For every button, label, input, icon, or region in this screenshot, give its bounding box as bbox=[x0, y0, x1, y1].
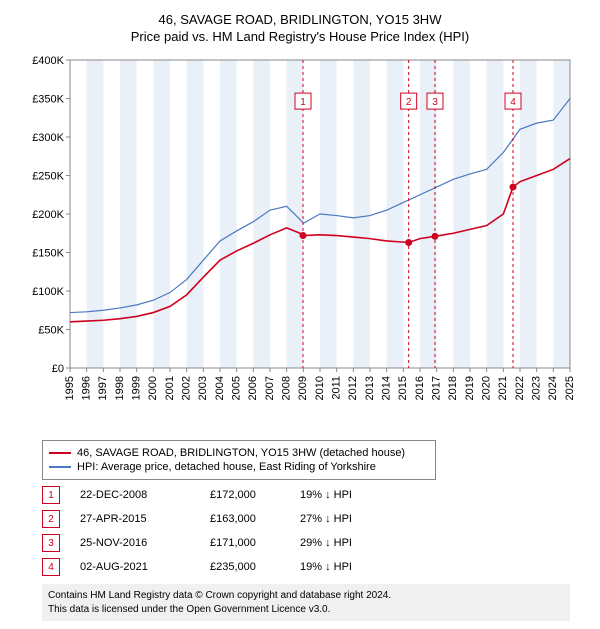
footer-line: Contains HM Land Registry data © Crown c… bbox=[48, 589, 564, 603]
table-row: 2 27-APR-2015 £163,000 27% ↓ HPI bbox=[42, 510, 592, 528]
sale-date: 25-NOV-2016 bbox=[80, 537, 190, 549]
svg-text:£200K: £200K bbox=[32, 209, 64, 221]
sale-delta: 19% ↓ HPI bbox=[300, 489, 390, 501]
table-row: 1 22-DEC-2008 £172,000 19% ↓ HPI bbox=[42, 486, 592, 504]
table-row: 3 25-NOV-2016 £171,000 29% ↓ HPI bbox=[42, 534, 592, 552]
svg-text:2008: 2008 bbox=[281, 376, 293, 400]
chart: £0 £50K £100K £150K £200K £250K £300K £350K £400… bbox=[20, 50, 580, 430]
footer: Contains HM Land Registry data © Crown c… bbox=[42, 584, 570, 621]
svg-text:2016: 2016 bbox=[414, 376, 426, 400]
chart-svg: £0 £50K £100K £150K £200K £250K £300K £350K £400… bbox=[20, 50, 580, 430]
sale-delta: 19% ↓ HPI bbox=[300, 561, 390, 573]
legend-swatch bbox=[49, 452, 71, 454]
sale-date: 02-AUG-2021 bbox=[80, 561, 190, 573]
sale-marker-icon: 4 bbox=[42, 558, 60, 576]
svg-text:2003: 2003 bbox=[197, 376, 209, 400]
svg-text:2002: 2002 bbox=[181, 376, 193, 400]
svg-text:£0: £0 bbox=[52, 363, 64, 375]
sale-date: 27-APR-2015 bbox=[80, 513, 190, 525]
svg-text:3: 3 bbox=[432, 97, 438, 108]
svg-text:1996: 1996 bbox=[81, 376, 93, 400]
svg-text:2001: 2001 bbox=[164, 376, 176, 400]
sale-marker-icon: 3 bbox=[42, 534, 60, 552]
svg-text:2019: 2019 bbox=[464, 376, 476, 400]
svg-text:2007: 2007 bbox=[264, 376, 276, 400]
svg-text:2012: 2012 bbox=[347, 376, 359, 400]
svg-text:4: 4 bbox=[510, 97, 516, 108]
legend-label: HPI: Average price, detached house, East… bbox=[77, 461, 376, 473]
legend-label: 46, SAVAGE ROAD, BRIDLINGTON, YO15 3HW (… bbox=[77, 447, 405, 459]
svg-text:1997: 1997 bbox=[97, 376, 109, 400]
sale-price: £235,000 bbox=[210, 561, 280, 573]
svg-text:2017: 2017 bbox=[431, 376, 443, 400]
sales-table: 1 22-DEC-2008 £172,000 19% ↓ HPI 2 27-AP… bbox=[42, 486, 592, 576]
svg-text:1998: 1998 bbox=[114, 376, 126, 400]
table-row: 4 02-AUG-2021 £235,000 19% ↓ HPI bbox=[42, 558, 592, 576]
legend-item: 46, SAVAGE ROAD, BRIDLINGTON, YO15 3HW (… bbox=[49, 447, 429, 459]
sale-date: 22-DEC-2008 bbox=[80, 489, 190, 501]
svg-text:2023: 2023 bbox=[531, 376, 543, 400]
svg-text:£100K: £100K bbox=[32, 286, 64, 298]
chart-container: 46, SAVAGE ROAD, BRIDLINGTON, YO15 3HW P… bbox=[0, 0, 600, 629]
footer-line: This data is licensed under the Open Gov… bbox=[48, 603, 564, 617]
title-address: 46, SAVAGE ROAD, BRIDLINGTON, YO15 3HW bbox=[8, 12, 592, 27]
sale-marker-icon: 2 bbox=[42, 510, 60, 528]
svg-text:2018: 2018 bbox=[447, 376, 459, 400]
svg-text:2022: 2022 bbox=[514, 376, 526, 400]
svg-text:£300K: £300K bbox=[32, 132, 64, 144]
sale-price: £163,000 bbox=[210, 513, 280, 525]
svg-text:2024: 2024 bbox=[547, 376, 559, 400]
svg-text:2011: 2011 bbox=[331, 376, 343, 400]
svg-text:2000: 2000 bbox=[147, 376, 159, 400]
svg-text:£400K: £400K bbox=[32, 55, 64, 67]
svg-text:2006: 2006 bbox=[247, 376, 259, 400]
sale-price: £172,000 bbox=[210, 489, 280, 501]
sale-price: £171,000 bbox=[210, 537, 280, 549]
svg-text:£150K: £150K bbox=[32, 248, 64, 260]
sale-delta: 27% ↓ HPI bbox=[300, 513, 390, 525]
title-block: 46, SAVAGE ROAD, BRIDLINGTON, YO15 3HW P… bbox=[8, 12, 592, 44]
svg-text:2: 2 bbox=[406, 97, 412, 108]
legend-swatch bbox=[49, 466, 71, 468]
svg-text:2021: 2021 bbox=[497, 376, 509, 400]
svg-text:2005: 2005 bbox=[231, 376, 243, 400]
svg-text:1: 1 bbox=[300, 97, 306, 108]
svg-text:1995: 1995 bbox=[64, 376, 76, 400]
svg-text:2015: 2015 bbox=[397, 376, 409, 400]
svg-text:2013: 2013 bbox=[364, 376, 376, 400]
svg-text:2020: 2020 bbox=[481, 376, 493, 400]
svg-text:£250K: £250K bbox=[32, 171, 64, 183]
legend: 46, SAVAGE ROAD, BRIDLINGTON, YO15 3HW (… bbox=[42, 440, 436, 480]
svg-text:2014: 2014 bbox=[381, 376, 393, 400]
legend-item: HPI: Average price, detached house, East… bbox=[49, 461, 429, 473]
sale-delta: 29% ↓ HPI bbox=[300, 537, 390, 549]
sale-marker-icon: 1 bbox=[42, 486, 60, 504]
svg-text:2004: 2004 bbox=[214, 376, 226, 400]
title-subtitle: Price paid vs. HM Land Registry's House … bbox=[8, 29, 592, 44]
svg-text:2009: 2009 bbox=[297, 376, 309, 400]
svg-text:2010: 2010 bbox=[314, 376, 326, 400]
svg-text:2025: 2025 bbox=[564, 376, 576, 400]
svg-text:1999: 1999 bbox=[131, 376, 143, 400]
svg-text:£350K: £350K bbox=[32, 94, 64, 106]
svg-text:£50K: £50K bbox=[38, 325, 64, 337]
